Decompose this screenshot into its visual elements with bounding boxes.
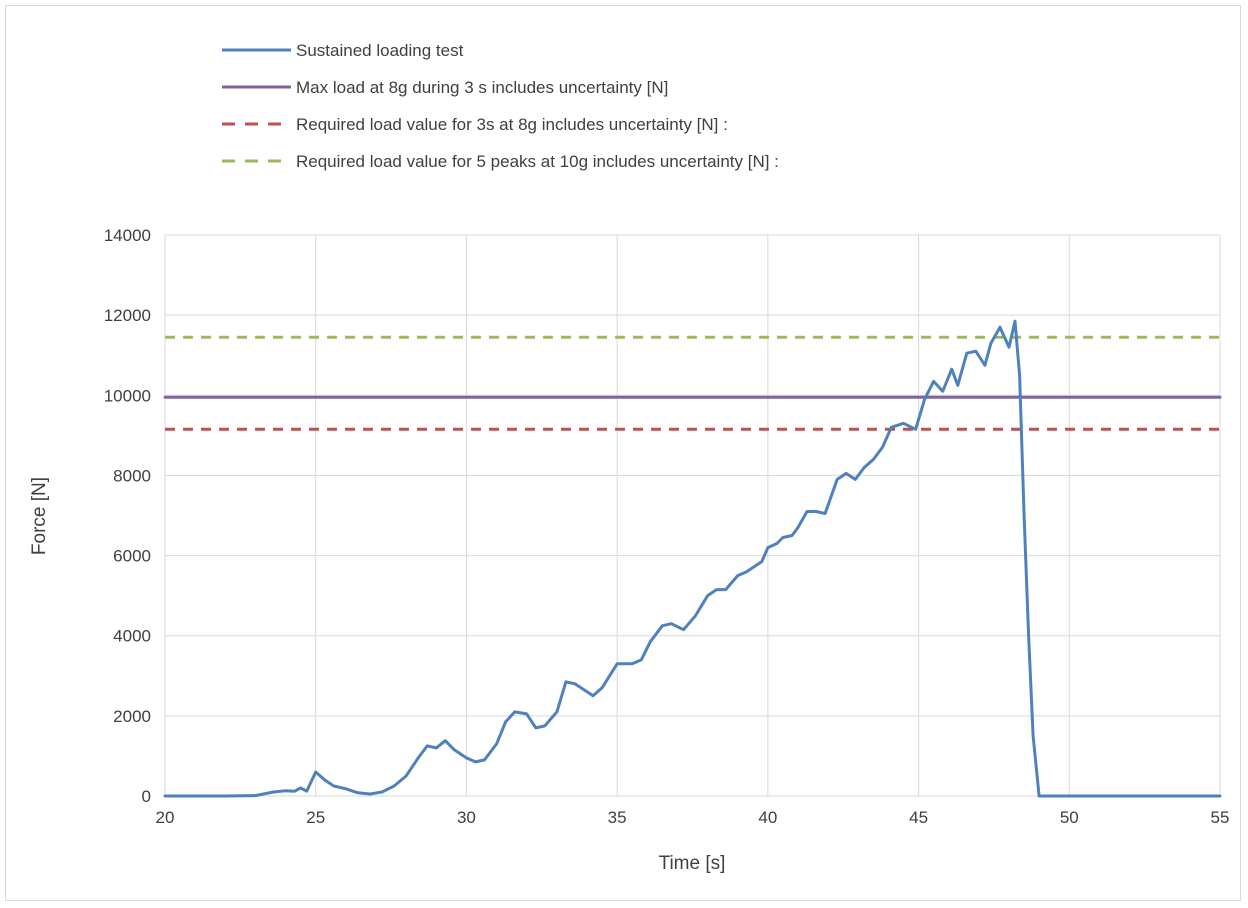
x-tick-label: 50 (1060, 808, 1079, 827)
y-tick-label: 12000 (104, 306, 151, 325)
y-tick-label: 2000 (113, 707, 151, 726)
series-line-sustained-loading (163, 319, 1222, 798)
series-layer (163, 319, 1222, 798)
x-tick-label: 35 (608, 808, 627, 827)
x-tick-label: 30 (457, 808, 476, 827)
legend-label: Max load at 8g during 3 s includes uncer… (296, 78, 668, 97)
legend-item-max-load-8g: Max load at 8g during 3 s includes uncer… (222, 78, 668, 97)
x-tick-label: 25 (306, 808, 325, 827)
legend-item-sustained-loading: Sustained loading test (222, 41, 464, 60)
legend-item-required-3s-8g: Required load value for 3s at 8g include… (222, 115, 728, 134)
x-tick-label: 40 (758, 808, 777, 827)
y-tick-label: 14000 (104, 226, 151, 245)
x-tick-label: 20 (156, 808, 175, 827)
legend-label: Required load value for 3s at 8g include… (296, 115, 728, 134)
legend-item-required-5-peaks-10g: Required load value for 5 peaks at 10g i… (222, 152, 779, 171)
legend-label: Sustained loading test (296, 41, 464, 60)
x-axis-title: Time [s] (659, 853, 726, 874)
x-tick-label: 45 (909, 808, 928, 827)
legend: Sustained loading test Max load at 8g dur… (222, 41, 779, 171)
x-tick-label: 55 (1211, 808, 1230, 827)
y-tick-label: 6000 (113, 547, 151, 566)
tick-labels: 0 2000 4000 6000 8000 10000 12000 14000 20 25 30 35… (104, 226, 1230, 827)
y-tick-label: 0 (142, 787, 151, 806)
y-tick-label: 8000 (113, 466, 151, 485)
y-tick-label: 4000 (113, 627, 151, 646)
grid (164, 234, 1221, 797)
y-axis-title: Force [N] (29, 477, 50, 555)
y-tick-label: 10000 (104, 386, 151, 405)
legend-label: Required load value for 5 peaks at 10g i… (296, 152, 779, 171)
